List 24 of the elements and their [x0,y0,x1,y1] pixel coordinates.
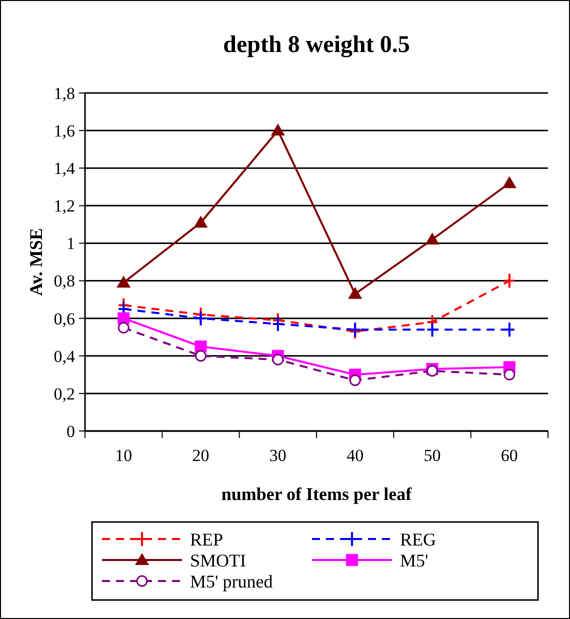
x-tick-label: 40 [346,446,364,465]
y-tick-label: 0,4 [54,346,76,366]
legend-label: REG [400,529,436,550]
x-tick-label: 10 [115,446,132,465]
chart-title: depth 8 weight 0.5 [223,32,410,58]
x-tick-label: 30 [269,446,286,465]
legend-label: M5' pruned [190,571,273,592]
y-tick-label: 1,8 [54,84,75,103]
x-tick-label: 50 [424,446,441,465]
x-axis-title: number of Items per leaf [221,484,413,504]
y-tick-label: 0,6 [54,309,75,328]
y-tick-label: 1,6 [54,122,75,141]
y-tick-label: 0,8 [54,272,75,291]
y-tick-label: 1,4 [54,159,76,178]
y-tick-label: 0,2 [54,384,75,404]
legend-label: SMOTI [190,550,246,570]
legend-label: REP [190,529,224,550]
x-tick-label: 60 [500,446,518,465]
legend-label: M5' [400,550,428,570]
y-axis-title: Av. MSE [26,228,46,296]
y-tick-label: 1,2 [54,196,75,216]
y-tick-label: 1 [66,234,75,254]
y-tick-label: 0 [66,422,75,441]
x-tick-label: 20 [192,446,210,465]
